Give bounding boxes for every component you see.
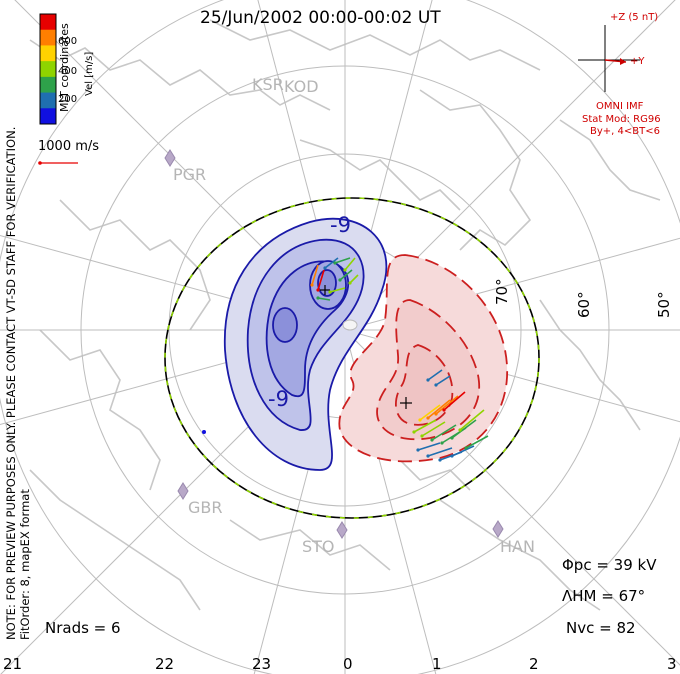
contour-label-top: -9 bbox=[330, 213, 351, 237]
colorbar-unit-label: Vel [m/s] bbox=[84, 51, 95, 96]
colorbar-swatch bbox=[40, 14, 56, 31]
latitude-label-70: 70° bbox=[493, 278, 511, 305]
radar-sites bbox=[164, 149, 504, 539]
radar-label-gbr: GBR bbox=[188, 498, 223, 517]
colorbar-tick-200: 200 bbox=[58, 94, 78, 105]
magnetic-pole-marker bbox=[342, 319, 358, 331]
cross-polar-cap-potential: Φpc = 39 kV bbox=[562, 556, 657, 574]
imf-y-label: +Y bbox=[630, 56, 645, 67]
imf-source-label: OMNI IMF bbox=[596, 101, 644, 112]
velocity-vectors-dusk bbox=[310, 257, 359, 301]
scale-vector-label: 1000 m/s bbox=[38, 139, 100, 154]
colorbar-swatch bbox=[40, 61, 56, 78]
imf-z-label: +Z (5 nT) bbox=[610, 12, 659, 23]
radar-count: Nrads = 6 bbox=[45, 619, 121, 637]
colorbar-tick-400: 400 bbox=[58, 66, 78, 77]
radar-label-ksr: KSR bbox=[252, 75, 284, 94]
colorbar-swatch bbox=[40, 76, 56, 94]
mlt-label-0: 0 bbox=[343, 655, 353, 673]
colorbar-frame bbox=[39, 13, 57, 125]
stat-model-conditions: By+, 4<BT<6 bbox=[590, 126, 660, 137]
colorbar-swatch bbox=[40, 45, 56, 62]
latitude-label-50: 50° bbox=[655, 291, 673, 318]
potential-max-cross bbox=[400, 397, 412, 409]
colorbar-tick-600: 600 bbox=[58, 36, 78, 47]
radar-label-sto: STO bbox=[302, 537, 335, 556]
contour-label-bottom: -9 bbox=[268, 387, 289, 411]
map-title: 25/Jun/2002 00:00-00:02 UT bbox=[200, 8, 441, 28]
latitude-label-60: 60° bbox=[575, 291, 593, 318]
vector-count: Nvc = 82 bbox=[566, 619, 636, 637]
radar-label-kod: KOD bbox=[284, 77, 319, 96]
radar-label-han: HAN bbox=[500, 537, 535, 556]
colorbar-swatch bbox=[40, 92, 56, 109]
mlt-label-3: 3 bbox=[667, 655, 677, 673]
preview-note: NOTE: FOR PREVIEW PURPOSES ONLY. PLEASE … bbox=[4, 126, 18, 640]
colorbar-swatch bbox=[40, 29, 56, 46]
mlt-label-1: 1 bbox=[432, 655, 442, 673]
radar-label-pgr: PGR bbox=[173, 165, 207, 184]
hm-boundary-latitude: ΛHM = 67° bbox=[562, 587, 646, 605]
mlt-label-21: 21 bbox=[3, 655, 23, 673]
mlt-label-23: 23 bbox=[252, 655, 272, 673]
imf-dial bbox=[578, 25, 640, 92]
stat-model-label: Stat Mod: RG96 bbox=[582, 114, 661, 125]
scale-vector bbox=[38, 161, 78, 165]
mlt-label-22: 22 bbox=[155, 655, 175, 673]
hm-boundary-dashes bbox=[164, 197, 540, 519]
velocity-vectors-dawn bbox=[412, 369, 489, 462]
fit-order-note: FitOrder: 8, mapEX format bbox=[18, 489, 32, 640]
potential-min-cross bbox=[320, 285, 330, 295]
velocity-colorbar bbox=[39, 13, 57, 125]
mlt-label-2: 2 bbox=[529, 655, 539, 673]
colorbar-swatch bbox=[40, 108, 56, 125]
negative-convection-cell bbox=[223, 217, 388, 471]
positive-convection-cell bbox=[338, 254, 509, 463]
